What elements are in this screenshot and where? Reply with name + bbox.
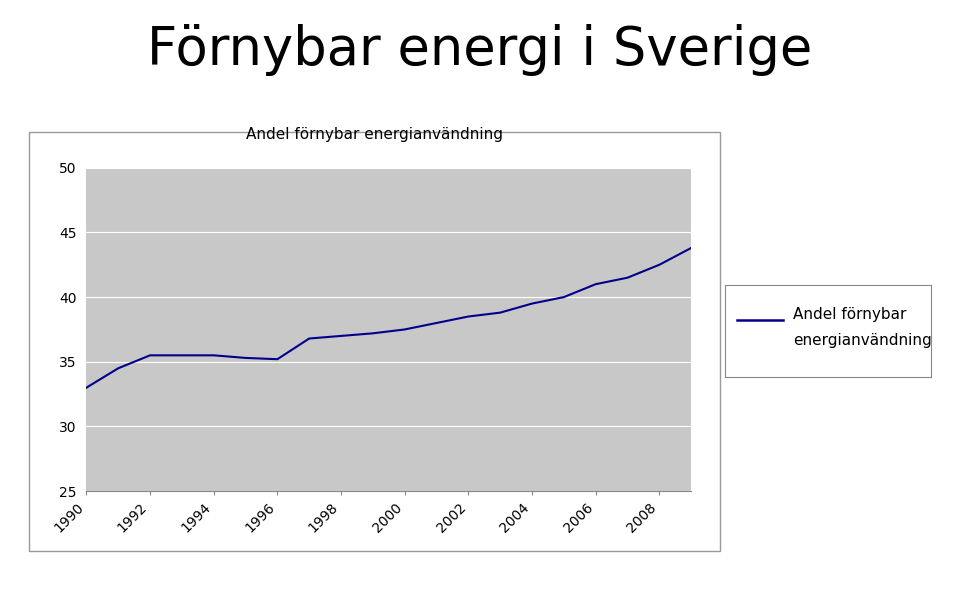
Text: Förnybar energi i Sverige: Förnybar energi i Sverige	[148, 24, 812, 76]
Text: energianvändning: energianvändning	[793, 332, 931, 348]
Text: Andel förnybar energianvändning: Andel förnybar energianvändning	[246, 127, 503, 143]
Text: Andel förnybar: Andel förnybar	[793, 307, 906, 322]
